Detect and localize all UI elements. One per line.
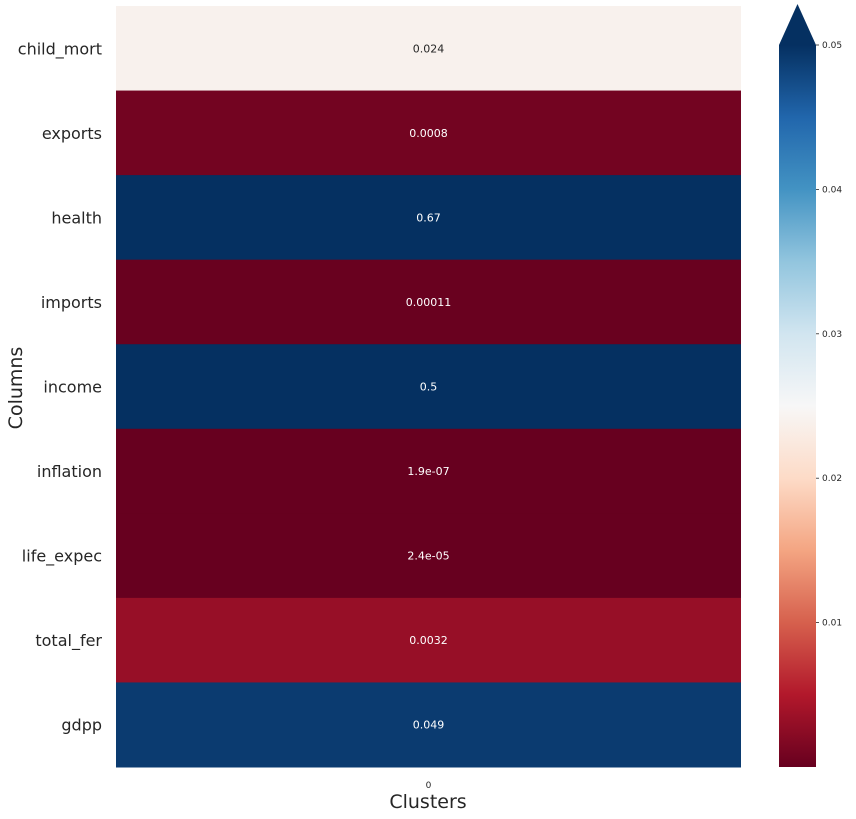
- colorbar-tick-label: 0.05: [822, 41, 842, 51]
- x-tick-labels: 0: [426, 781, 432, 791]
- cell-annotation: 0.049: [413, 719, 445, 732]
- heatmap-cell-inflation: [116, 428, 741, 514]
- heatmap-cell-life-expec: [116, 513, 741, 599]
- row-label: life_expec: [22, 547, 102, 567]
- heatmap-cell-imports: [116, 259, 741, 345]
- cell-annotation: 0.67: [416, 211, 441, 224]
- heatmap-cell-health: [116, 175, 741, 261]
- row-label: total_fer: [35, 631, 102, 651]
- colorbar-tick-label: 0.01: [822, 619, 842, 629]
- x-axis-label: Clusters: [389, 791, 466, 813]
- heatmap-cell-total-fer: [116, 597, 741, 683]
- heatmap-cell-gdpp: [116, 682, 741, 768]
- cell-annotation: 2.4e-05: [407, 550, 449, 563]
- colorbar-tick-label: 0.04: [822, 185, 842, 195]
- heatmap-cell-child-mort: [116, 6, 741, 92]
- x-tick-label: 0: [426, 781, 432, 791]
- cell-annotations: 0.024 0.0008 0.67 0.00011 0.5 1.9e-07 2.4e-05 0…: [406, 42, 452, 731]
- row-label: inflation: [37, 462, 102, 481]
- colorbar-extend-arrow: [779, 4, 816, 45]
- row-label: imports: [41, 293, 102, 312]
- heatmap-cells: [116, 6, 741, 768]
- cell-annotation: 0.024: [413, 42, 445, 55]
- row-label: health: [51, 208, 102, 227]
- row-label: income: [43, 378, 102, 397]
- cell-annotation: 0.5: [420, 381, 438, 394]
- heatmap-cell-income: [116, 344, 741, 430]
- row-label: child_mort: [18, 39, 102, 59]
- colorbar: 0.01 0.02 0.03 0.04 0.05: [779, 4, 842, 767]
- row-label: gdpp: [61, 716, 102, 735]
- row-label: exports: [42, 124, 102, 143]
- colorbar-tick-label: 0.02: [822, 474, 842, 484]
- heatmap-cell-exports: [116, 90, 741, 176]
- colorbar-gradient: [779, 45, 816, 767]
- y-axis-label: Columns: [5, 347, 27, 430]
- cell-annotation: 1.9e-07: [407, 465, 449, 478]
- colorbar-tick-label: 0.03: [822, 330, 842, 340]
- cell-annotation: 0.0008: [409, 127, 448, 140]
- cell-annotation: 0.0032: [409, 634, 448, 647]
- cell-annotation: 0.00011: [406, 296, 452, 309]
